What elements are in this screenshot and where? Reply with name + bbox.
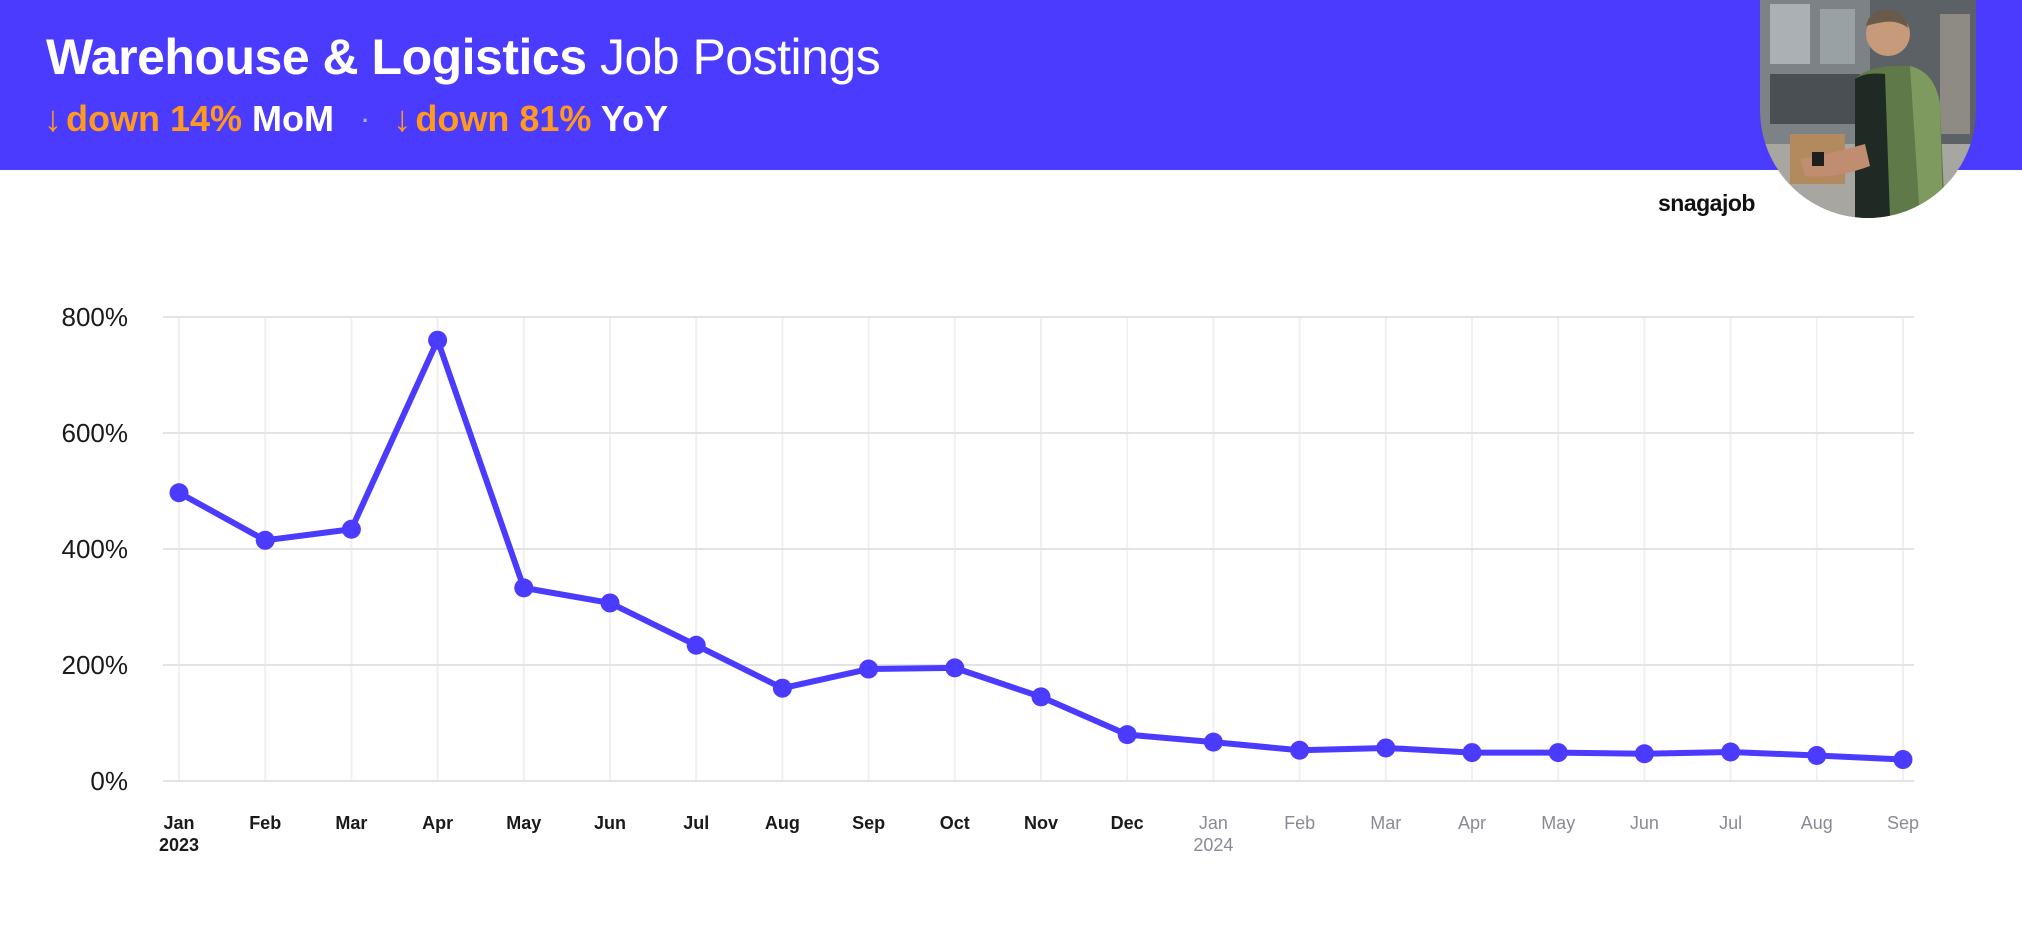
page-title: Warehouse & Logistics Job Postings <box>46 28 881 86</box>
yoy-change-value: down 81% <box>415 98 592 139</box>
yoy-label: YoY <box>600 98 669 139</box>
y-tick-label: 600% <box>62 418 129 448</box>
mom-label: MoM <box>252 98 335 139</box>
x-tick-label: Feb <box>249 813 281 833</box>
y-tick-label: 400% <box>62 534 129 564</box>
data-point <box>1117 725 1137 745</box>
x-tick-label: Oct <box>940 813 970 833</box>
x-tick-label: Jun <box>594 813 626 833</box>
data-point <box>1634 744 1654 764</box>
y-tick-label: 0% <box>90 766 128 796</box>
x-tick-label: Jan <box>1199 813 1228 833</box>
x-tick-label: Dec <box>1111 813 1144 833</box>
y-tick-label: 800% <box>62 302 129 332</box>
data-point <box>1290 740 1310 760</box>
worker-photo <box>1760 0 1976 218</box>
x-tick-label: Feb <box>1284 813 1315 833</box>
x-tick-label: Apr <box>422 813 453 833</box>
x-tick-label: Jan <box>163 813 194 833</box>
x-tick-label: Aug <box>765 813 800 833</box>
x-year-label: 2024 <box>1193 835 1233 855</box>
down-arrow-icon: ↓ <box>393 98 412 139</box>
data-point <box>1807 745 1827 765</box>
data-point <box>255 530 275 550</box>
data-point <box>1548 743 1568 763</box>
data-point <box>341 519 361 539</box>
x-tick-label: Jun <box>1630 813 1659 833</box>
x-tick-label: Jul <box>683 813 709 833</box>
change-summary: ↓ down 14% MoM · ↓ down 81% YoY <box>44 98 668 140</box>
data-point <box>600 593 620 613</box>
brand-logo: snagajob <box>1658 190 1755 216</box>
x-tick-label: Sep <box>852 813 885 833</box>
x-tick-label: Apr <box>1458 813 1486 833</box>
header-banner <box>0 0 2022 170</box>
data-point <box>428 330 448 350</box>
data-point <box>859 659 879 679</box>
title-bold: Warehouse & Logistics <box>46 29 587 85</box>
x-year-label: 2023 <box>159 835 199 855</box>
data-point <box>1462 743 1482 763</box>
x-tick-label: Sep <box>1887 813 1919 833</box>
x-tick-label: Aug <box>1801 813 1833 833</box>
x-tick-label: Nov <box>1024 813 1058 833</box>
x-tick-label: Mar <box>1370 813 1401 833</box>
data-point <box>1203 732 1223 752</box>
x-tick-label: Mar <box>335 813 367 833</box>
down-arrow-icon: ↓ <box>44 98 62 139</box>
y-tick-label: 200% <box>62 650 129 680</box>
mom-change-value: down 14% <box>66 98 243 139</box>
data-point <box>686 635 706 655</box>
x-tick-label: Jul <box>1719 813 1742 833</box>
data-point <box>772 678 792 698</box>
separator-dot: · <box>362 108 370 134</box>
data-point <box>1893 750 1913 770</box>
data-point <box>1721 742 1741 762</box>
x-tick-label: May <box>506 813 541 833</box>
data-point <box>1376 738 1396 758</box>
data-point <box>945 658 965 678</box>
data-point <box>169 483 189 503</box>
data-point <box>514 578 534 598</box>
data-point <box>1031 687 1051 707</box>
x-tick-label: May <box>1541 813 1575 833</box>
title-rest: Job Postings <box>599 29 881 85</box>
